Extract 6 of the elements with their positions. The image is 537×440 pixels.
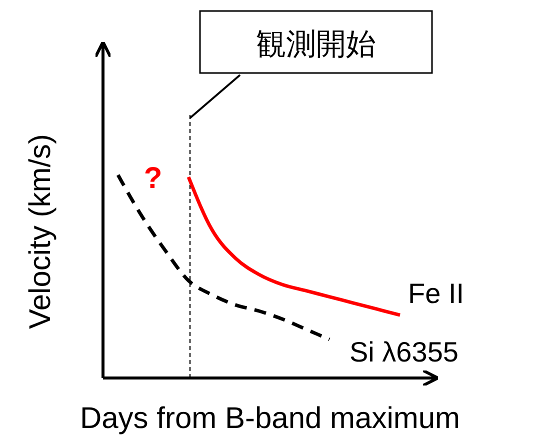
annotation: ?: [144, 162, 162, 195]
x-axis-title: Days from B-band maximum: [80, 402, 460, 435]
series-label: Si λ6355: [350, 336, 458, 368]
text: 観測開始: [256, 28, 376, 61]
series-label: Fe II: [408, 278, 464, 310]
y-axis-title: Velocity (km/s): [24, 134, 57, 330]
